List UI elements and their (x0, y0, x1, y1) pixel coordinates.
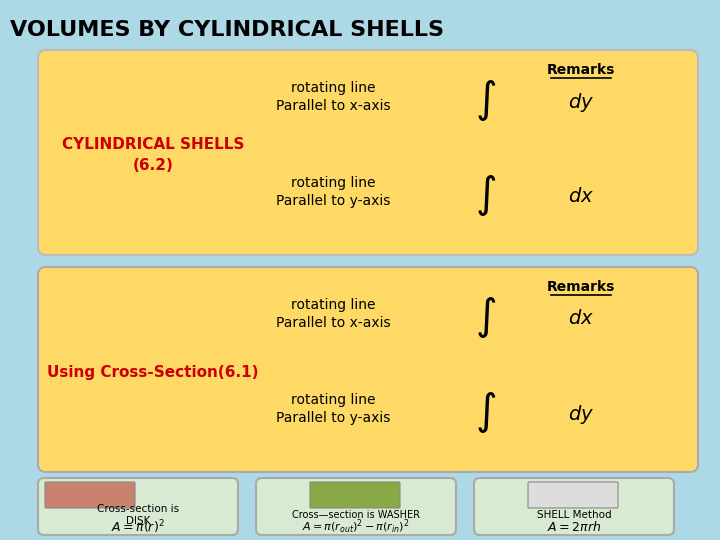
Text: Cross-section is
DISK: Cross-section is DISK (97, 504, 179, 526)
FancyBboxPatch shape (528, 482, 618, 508)
Text: ∫: ∫ (475, 296, 497, 338)
Text: Cross—section is WASHER: Cross—section is WASHER (292, 510, 420, 520)
Text: Remarks: Remarks (546, 63, 615, 77)
Text: rotating line
Parallel to x-axis: rotating line Parallel to x-axis (276, 298, 390, 330)
FancyBboxPatch shape (38, 50, 698, 255)
FancyBboxPatch shape (38, 478, 238, 535)
FancyBboxPatch shape (310, 482, 400, 508)
Text: rotating line
Parallel to x-axis: rotating line Parallel to x-axis (276, 81, 390, 113)
Text: rotating line
Parallel to y-axis: rotating line Parallel to y-axis (276, 176, 390, 208)
FancyBboxPatch shape (256, 478, 456, 535)
Text: VOLUMES BY CYLINDRICAL SHELLS: VOLUMES BY CYLINDRICAL SHELLS (10, 20, 444, 40)
Text: $A = 2\pi rh$: $A = 2\pi rh$ (547, 520, 601, 534)
Text: SHELL Method: SHELL Method (536, 510, 611, 520)
Text: Remarks: Remarks (546, 280, 615, 294)
Text: Using Cross-Section(6.1): Using Cross-Section(6.1) (48, 364, 258, 380)
Text: ∫: ∫ (475, 79, 497, 121)
FancyBboxPatch shape (474, 478, 674, 535)
Text: $dy$: $dy$ (568, 402, 594, 426)
Text: $dx$: $dx$ (568, 309, 594, 328)
Text: CYLINDRICAL SHELLS
(6.2): CYLINDRICAL SHELLS (6.2) (62, 137, 244, 173)
Text: $A = \pi(r)^2$: $A = \pi(r)^2$ (111, 518, 165, 536)
Text: rotating line
Parallel to y-axis: rotating line Parallel to y-axis (276, 393, 390, 425)
FancyBboxPatch shape (45, 482, 135, 508)
FancyBboxPatch shape (38, 267, 698, 472)
Text: $A = \pi(r_{out})^2 - \pi(r_{in})^2$: $A = \pi(r_{out})^2 - \pi(r_{in})^2$ (302, 518, 410, 536)
Text: $dy$: $dy$ (568, 91, 594, 113)
Text: $dx$: $dx$ (568, 187, 594, 206)
Text: ∫: ∫ (475, 391, 497, 433)
Text: ∫: ∫ (475, 174, 497, 216)
